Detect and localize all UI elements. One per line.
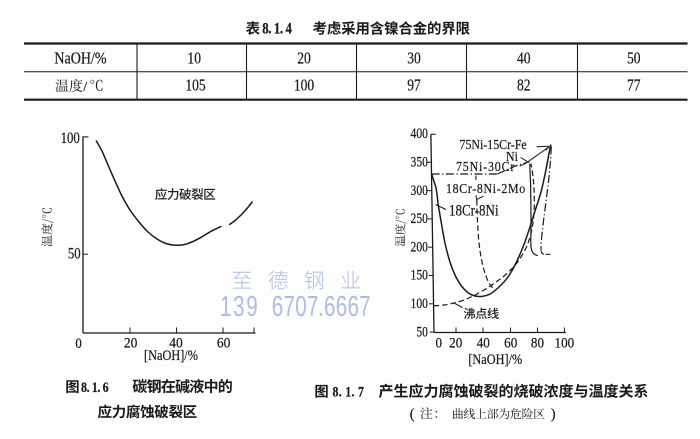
svg-text:100: 100	[294, 76, 315, 95]
svg-text:8. 1. 6: 8. 1. 6	[81, 379, 109, 396]
svg-text:100: 100	[411, 294, 429, 311]
svg-text:20: 20	[297, 49, 311, 68]
svg-text:80: 80	[531, 336, 544, 352]
svg-text:[NaOH]/%: [NaOH]/%	[468, 351, 522, 367]
svg-text:40: 40	[517, 49, 531, 68]
svg-text:8. 1. 7: 8. 1. 7	[333, 383, 365, 400]
svg-text:100: 100	[61, 130, 80, 148]
svg-text:60: 60	[504, 336, 517, 352]
svg-text:18Cr-8Ni-2Mo: 18Cr-8Ni-2Mo	[446, 180, 526, 196]
svg-text:6707: 6707	[272, 291, 319, 323]
svg-text:18Cr-8Ni: 18Cr-8Ni	[449, 202, 499, 219]
svg-text:50: 50	[627, 49, 641, 68]
svg-text:40: 40	[169, 335, 182, 352]
svg-text:105: 105	[185, 76, 206, 95]
svg-text:300: 300	[411, 181, 429, 198]
svg-text:97: 97	[407, 76, 421, 95]
svg-text:[NaOH]/%: [NaOH]/%	[144, 347, 198, 363]
svg-text:20: 20	[124, 335, 137, 352]
svg-text:82: 82	[517, 76, 531, 95]
svg-text:10: 10	[187, 49, 201, 68]
svg-text:30: 30	[407, 49, 421, 68]
svg-text:75Ni-15Cr-Fe: 75Ni-15Cr-Fe	[460, 136, 527, 152]
svg-text:100: 100	[555, 336, 575, 352]
svg-text:): )	[551, 407, 556, 423]
svg-text:Ni: Ni	[506, 148, 518, 164]
svg-text:75Ni-30Cr: 75Ni-30Cr	[456, 158, 515, 174]
svg-text:40: 40	[477, 336, 490, 352]
svg-text:350: 350	[411, 153, 429, 170]
svg-text:20: 20	[449, 336, 462, 352]
svg-text:0: 0	[75, 336, 81, 352]
svg-text:50: 50	[68, 245, 81, 263]
svg-text:250: 250	[411, 210, 429, 227]
svg-text:50: 50	[416, 323, 428, 340]
svg-text:60: 60	[217, 335, 230, 352]
svg-text:150: 150	[411, 266, 429, 283]
svg-text:200: 200	[411, 238, 429, 255]
svg-text:77: 77	[627, 76, 641, 95]
svg-text:139: 139	[220, 291, 259, 323]
svg-text:/: /	[83, 80, 87, 95]
svg-text:400: 400	[411, 125, 429, 142]
svg-text:8. 1. 4: 8. 1. 4	[262, 20, 291, 38]
svg-text:.6667: .6667	[318, 291, 371, 323]
svg-text:NaOH/%: NaOH/%	[54, 50, 106, 68]
svg-text:0: 0	[436, 336, 443, 352]
svg-text:(: (	[410, 407, 415, 423]
